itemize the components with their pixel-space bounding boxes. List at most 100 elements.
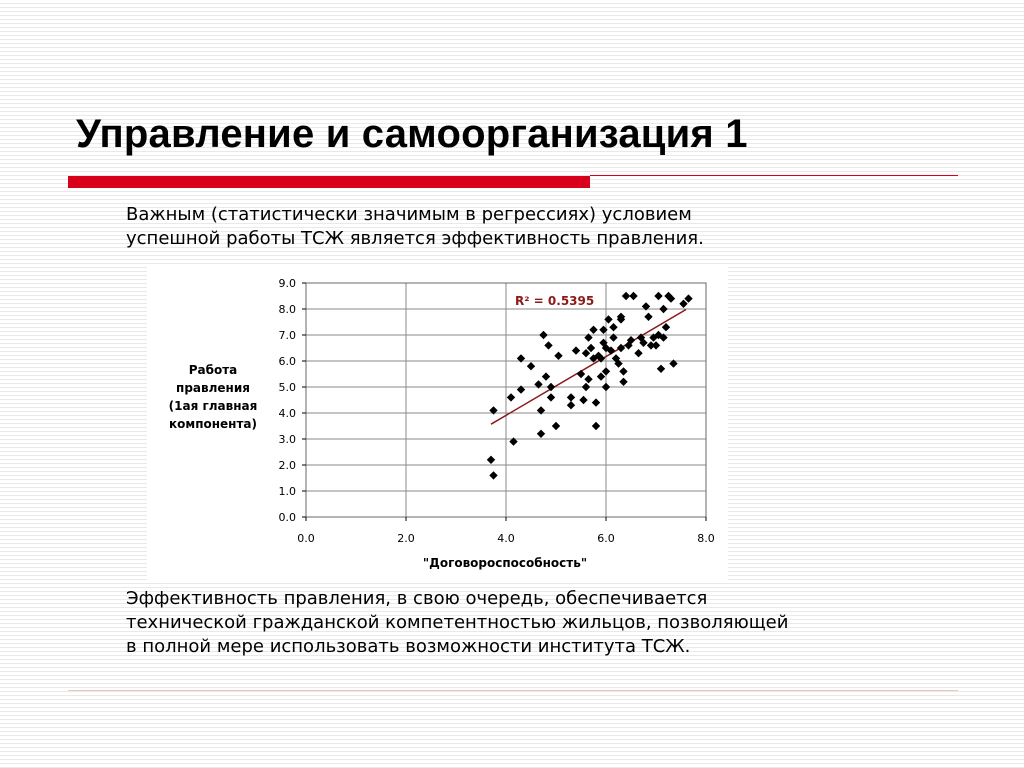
data-point	[629, 291, 638, 301]
data-point	[591, 398, 601, 407]
data-point	[601, 382, 611, 392]
data-point	[669, 359, 678, 368]
title-accent-bar	[68, 176, 590, 188]
data-point	[666, 294, 676, 303]
conclusion-paragraph: Эффективность правления, в свою очередь,…	[126, 587, 966, 659]
data-point	[541, 372, 551, 381]
data-point	[536, 429, 546, 438]
y-axis-label-line: Работа	[188, 363, 238, 377]
data-point	[586, 343, 596, 353]
slide-title: Управление и самоорганизация 1	[76, 112, 748, 156]
data-point	[539, 330, 548, 340]
data-point	[576, 369, 586, 379]
data-point	[534, 380, 543, 389]
intro-paragraph-line: успешной работы ТСЖ является эффективнос…	[126, 228, 704, 249]
data-point	[659, 304, 668, 314]
data-point	[616, 343, 626, 353]
data-point	[661, 323, 671, 332]
r-squared-label: R² = 0.5395	[515, 294, 594, 308]
y-tick-label: 4.0	[279, 407, 297, 420]
conclusion-paragraph-line: технической гражданской компетентностью …	[126, 612, 789, 633]
data-point	[641, 302, 651, 311]
data-point	[579, 395, 588, 405]
y-axis-label-line: правления	[176, 381, 250, 395]
data-point	[621, 291, 631, 301]
data-point	[654, 291, 663, 301]
x-tick-label: 0.0	[297, 532, 315, 545]
data-point	[626, 336, 636, 345]
data-point	[581, 349, 591, 358]
data-point	[601, 367, 611, 376]
y-tick-label: 2.0	[279, 459, 297, 472]
x-axis-label: "Договороспособность"	[423, 556, 587, 570]
y-tick-label: 9.0	[279, 277, 297, 290]
data-point	[599, 325, 608, 334]
data-point	[606, 346, 616, 355]
x-tick-label: 4.0	[497, 532, 515, 545]
data-point	[651, 341, 661, 350]
x-tick-label: 8.0	[697, 532, 715, 545]
data-point	[571, 346, 581, 355]
data-point	[659, 333, 668, 342]
data-point	[584, 333, 593, 342]
x-tick-label: 6.0	[597, 532, 615, 545]
data-point	[509, 437, 518, 446]
data-point	[644, 312, 653, 321]
data-point	[639, 338, 648, 347]
footer-divider	[68, 690, 958, 691]
data-point	[589, 325, 598, 334]
data-point	[554, 351, 563, 360]
data-point	[581, 382, 591, 392]
y-tick-label: 7.0	[279, 329, 297, 342]
data-point	[506, 393, 516, 402]
data-point	[486, 455, 496, 464]
data-point	[609, 333, 618, 342]
intro-paragraph-line: Важным (статистически значимым в регресс…	[126, 204, 692, 225]
data-point	[566, 401, 576, 410]
data-point	[611, 354, 621, 363]
data-point	[489, 406, 498, 415]
data-point	[516, 354, 526, 363]
data-point	[609, 323, 618, 332]
data-point	[604, 315, 613, 324]
data-point	[614, 359, 623, 368]
data-point	[601, 343, 611, 353]
data-point	[679, 299, 688, 308]
conclusion-paragraph-line: в полной мере использовать возможности и…	[126, 636, 691, 657]
y-tick-label: 6.0	[279, 355, 297, 368]
scatter-chart-panel: Работа правления (1ая главная компонента…	[147, 264, 728, 580]
scatter-chart: 0.0 1.0 2.0 3.0 4.0 5.0 6.0 7.0 8.0 9.0 0.0 2.0 4.0 6…	[279, 277, 715, 570]
data-point	[596, 372, 606, 381]
data-point	[584, 375, 593, 384]
data-point	[596, 354, 606, 363]
data-point	[536, 406, 546, 415]
data-point	[619, 377, 628, 386]
data-point	[619, 367, 628, 376]
data-point	[546, 393, 556, 402]
y-axis-label-line: (1ая главная	[168, 399, 258, 413]
y-tick-label: 0.0	[279, 511, 297, 524]
data-point	[489, 471, 498, 480]
data-point	[634, 349, 643, 358]
y-axis-label-line: компонента)	[169, 417, 257, 431]
data-point	[616, 312, 626, 321]
y-tick-label: 1.0	[279, 485, 297, 498]
x-tick-label: 2.0	[397, 532, 415, 545]
data-point	[591, 421, 601, 431]
y-tick-label: 5.0	[279, 381, 297, 394]
data-point	[566, 393, 576, 402]
data-point	[649, 333, 658, 342]
data-point	[546, 382, 556, 392]
data-point	[516, 385, 526, 394]
data-point	[684, 294, 693, 303]
conclusion-paragraph-line: Эффективность правления, в свою очередь,…	[126, 588, 708, 609]
data-point	[656, 364, 666, 373]
intro-paragraph: Важным (статистически значимым в регресс…	[126, 203, 886, 251]
data-point	[526, 362, 536, 371]
y-tick-label: 8.0	[279, 303, 297, 316]
y-axis-label: Работа правления (1ая главная компонента…	[157, 361, 269, 433]
data-point	[551, 421, 561, 431]
title-accent-line	[590, 175, 958, 176]
trendline	[490, 308, 687, 425]
data-point	[544, 341, 553, 350]
